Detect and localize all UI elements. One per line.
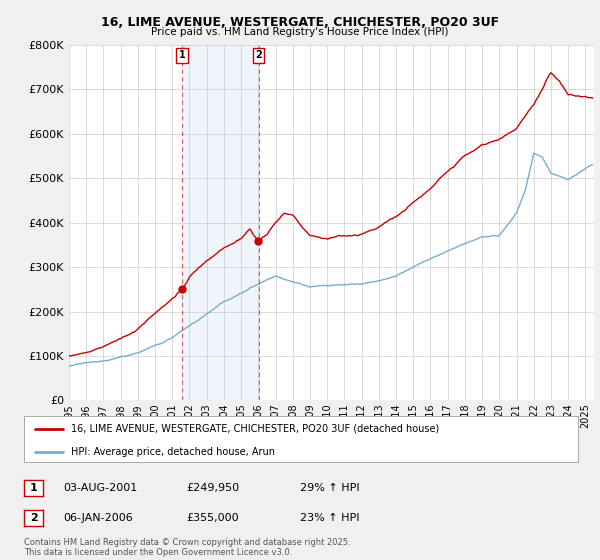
- Text: 16, LIME AVENUE, WESTERGATE, CHICHESTER, PO20 3UF (detached house): 16, LIME AVENUE, WESTERGATE, CHICHESTER,…: [71, 424, 439, 434]
- Text: £249,950: £249,950: [186, 483, 239, 493]
- Bar: [182, 45, 259, 400]
- Text: Price paid vs. HM Land Registry's House Price Index (HPI): Price paid vs. HM Land Registry's House …: [151, 27, 449, 37]
- Text: 03-AUG-2001: 03-AUG-2001: [63, 483, 137, 493]
- Text: Contains HM Land Registry data © Crown copyright and database right 2025.
This d: Contains HM Land Registry data © Crown c…: [24, 538, 350, 557]
- Text: 23% ↑ HPI: 23% ↑ HPI: [300, 513, 359, 523]
- Text: 06-JAN-2006: 06-JAN-2006: [63, 513, 133, 523]
- Text: 16, LIME AVENUE, WESTERGATE, CHICHESTER, PO20 3UF: 16, LIME AVENUE, WESTERGATE, CHICHESTER,…: [101, 16, 499, 29]
- Text: £355,000: £355,000: [186, 513, 239, 523]
- Text: 29% ↑ HPI: 29% ↑ HPI: [300, 483, 359, 493]
- Text: HPI: Average price, detached house, Arun: HPI: Average price, detached house, Arun: [71, 447, 275, 457]
- Text: 2: 2: [256, 50, 262, 60]
- Text: 1: 1: [30, 483, 37, 493]
- Text: 2: 2: [30, 513, 37, 523]
- Text: 1: 1: [179, 50, 185, 60]
